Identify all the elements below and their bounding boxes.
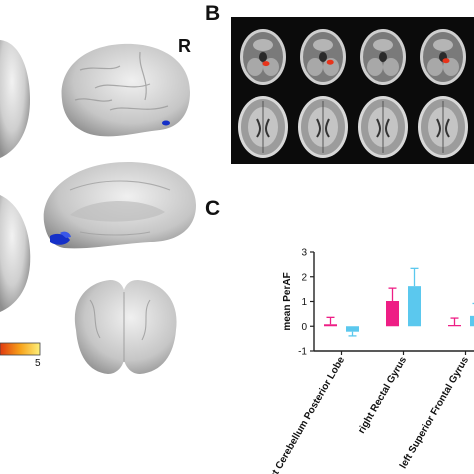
bar — [386, 301, 399, 327]
bar — [408, 286, 421, 327]
bar — [324, 324, 337, 327]
bar-chart: -1 0 1 2 3 mean PerAF right Cerebellum Posteri… — [261, 248, 474, 474]
mri-slice-grid — [231, 17, 474, 164]
panel-a-brains — [0, 40, 196, 374]
panel-label-b: B — [205, 2, 221, 25]
y-tick-label: 1 — [301, 297, 307, 308]
brain-top-left-partial — [0, 40, 30, 158]
y-tick-label: -1 — [298, 347, 307, 358]
mri-slice — [238, 96, 288, 158]
y-tick-label: 3 — [301, 248, 307, 259]
x-tick-label: left Superior Frontal Gyrus — [398, 355, 471, 471]
activation-spot — [442, 58, 450, 64]
x-tick-label: right Rectal Gyrus — [356, 355, 409, 436]
mri-slice — [360, 29, 406, 85]
mri-slice — [420, 29, 466, 85]
activation-spot — [262, 61, 270, 67]
colorbar-max-label: 5 — [35, 358, 41, 369]
colorbar — [0, 342, 41, 356]
brain-mid-left-partial — [0, 195, 31, 312]
hemisphere-label: R — [178, 36, 191, 56]
brain-posterior — [74, 280, 177, 374]
y-tick-label: 2 — [301, 272, 307, 283]
panel-label-c: C — [205, 197, 221, 220]
mri-slice — [358, 96, 408, 158]
x-tick-label: right Cerebellum Posterior Lobe — [261, 355, 347, 474]
mri-slice — [298, 96, 348, 158]
bar — [448, 325, 461, 327]
mri-slice — [300, 29, 346, 85]
activation-spot — [326, 59, 334, 65]
bar — [470, 315, 474, 327]
brain-lateral-right — [61, 43, 190, 137]
blue-cluster-lateral — [162, 120, 170, 126]
bar — [346, 326, 359, 332]
mri-slice — [418, 96, 468, 158]
y-axis-label: mean PerAF — [282, 272, 293, 330]
mri-slice — [240, 29, 286, 85]
y-tick-label: 0 — [301, 322, 307, 333]
